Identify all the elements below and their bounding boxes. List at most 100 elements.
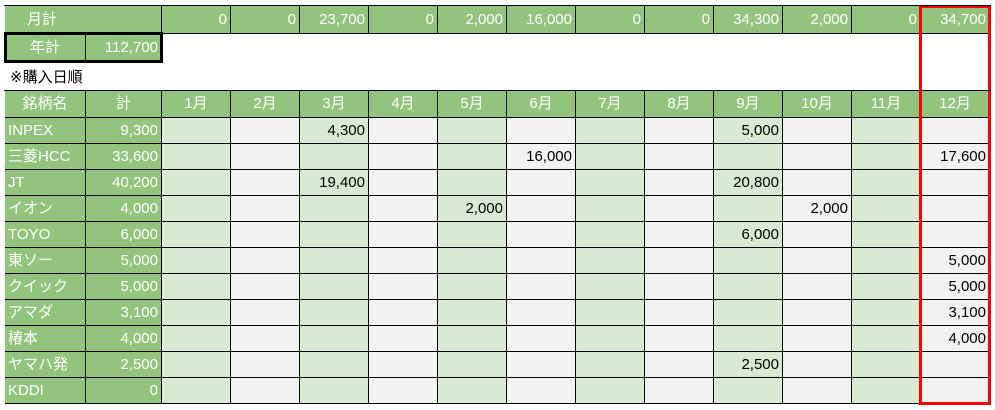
month-cell[interactable]: [576, 196, 645, 222]
annual-total-label[interactable]: 年計: [5, 34, 86, 62]
month-cell[interactable]: [921, 118, 990, 144]
annual-total-value[interactable]: 112,700: [86, 34, 162, 62]
month-cell[interactable]: [369, 118, 438, 144]
stock-name-cell[interactable]: イオン: [5, 196, 86, 222]
month-cell[interactable]: [852, 326, 921, 352]
column-header[interactable]: 7月: [576, 91, 645, 118]
monthly-total-cell[interactable]: 34,300: [714, 6, 783, 34]
stock-total-cell[interactable]: 40,200: [86, 170, 162, 196]
month-cell[interactable]: [162, 378, 231, 404]
column-header[interactable]: 計: [86, 91, 162, 118]
month-cell[interactable]: [162, 274, 231, 300]
month-cell[interactable]: [921, 170, 990, 196]
month-cell[interactable]: [645, 274, 714, 300]
month-cell[interactable]: [507, 378, 576, 404]
month-cell[interactable]: [783, 170, 852, 196]
month-cell[interactable]: [300, 248, 369, 274]
month-cell[interactable]: [507, 170, 576, 196]
month-cell[interactable]: 2,000: [438, 196, 507, 222]
stock-name-cell[interactable]: INPEX: [5, 118, 86, 144]
month-cell[interactable]: [231, 274, 300, 300]
month-cell[interactable]: [714, 378, 783, 404]
stock-total-cell[interactable]: 5,000: [86, 274, 162, 300]
stock-total-cell[interactable]: 4,000: [86, 196, 162, 222]
stock-name-cell[interactable]: 東ソー: [5, 248, 86, 274]
month-cell[interactable]: [852, 378, 921, 404]
month-cell[interactable]: [852, 274, 921, 300]
month-cell[interactable]: 19,400: [300, 170, 369, 196]
month-cell[interactable]: [507, 352, 576, 378]
stock-total-cell[interactable]: 9,300: [86, 118, 162, 144]
month-cell[interactable]: [852, 222, 921, 248]
monthly-total-cell[interactable]: 0: [231, 6, 300, 34]
month-cell[interactable]: 17,600: [921, 144, 990, 170]
month-cell[interactable]: [300, 326, 369, 352]
month-cell[interactable]: [783, 352, 852, 378]
stock-name-cell[interactable]: 三菱HCC: [5, 144, 86, 170]
month-cell[interactable]: [300, 274, 369, 300]
month-cell[interactable]: [783, 326, 852, 352]
column-header[interactable]: 9月: [714, 91, 783, 118]
month-cell[interactable]: [645, 300, 714, 326]
column-header[interactable]: 11月: [852, 91, 921, 118]
month-cell[interactable]: [162, 222, 231, 248]
month-cell[interactable]: [507, 274, 576, 300]
month-cell[interactable]: [369, 222, 438, 248]
monthly-total-cell[interactable]: 16,000: [507, 6, 576, 34]
month-cell[interactable]: 6,000: [714, 222, 783, 248]
month-cell[interactable]: 5,000: [714, 118, 783, 144]
stock-total-cell[interactable]: 6,000: [86, 222, 162, 248]
month-cell[interactable]: [438, 144, 507, 170]
column-header[interactable]: 5月: [438, 91, 507, 118]
month-cell[interactable]: [852, 144, 921, 170]
month-cell[interactable]: [231, 248, 300, 274]
column-header[interactable]: 銘柄名: [5, 91, 86, 118]
month-cell[interactable]: [783, 274, 852, 300]
month-cell[interactable]: [162, 118, 231, 144]
month-cell[interactable]: 5,000: [921, 274, 990, 300]
month-cell[interactable]: [645, 222, 714, 248]
month-cell[interactable]: [645, 118, 714, 144]
month-cell[interactable]: [645, 248, 714, 274]
monthly-total-cell[interactable]: 0: [162, 6, 231, 34]
month-cell[interactable]: [162, 170, 231, 196]
month-cell[interactable]: [714, 326, 783, 352]
month-cell[interactable]: [852, 352, 921, 378]
month-cell[interactable]: [162, 248, 231, 274]
month-cell[interactable]: [852, 300, 921, 326]
month-cell[interactable]: [369, 248, 438, 274]
column-header[interactable]: 6月: [507, 91, 576, 118]
column-header[interactable]: 2月: [231, 91, 300, 118]
month-cell[interactable]: [507, 196, 576, 222]
month-cell[interactable]: [645, 352, 714, 378]
month-cell[interactable]: [369, 326, 438, 352]
monthly-total-cell[interactable]: 34,700: [921, 6, 990, 34]
monthly-total-cell[interactable]: 2,000: [783, 6, 852, 34]
month-cell[interactable]: [576, 378, 645, 404]
month-cell[interactable]: [714, 144, 783, 170]
monthly-total-cell[interactable]: 0: [576, 6, 645, 34]
column-header[interactable]: 8月: [645, 91, 714, 118]
month-cell[interactable]: [921, 352, 990, 378]
month-cell[interactable]: [507, 248, 576, 274]
month-cell[interactable]: [852, 118, 921, 144]
column-header[interactable]: 3月: [300, 91, 369, 118]
month-cell[interactable]: 5,000: [921, 248, 990, 274]
month-cell[interactable]: [162, 326, 231, 352]
month-cell[interactable]: 20,800: [714, 170, 783, 196]
month-cell[interactable]: [852, 248, 921, 274]
month-cell[interactable]: [438, 352, 507, 378]
month-cell[interactable]: [507, 326, 576, 352]
month-cell[interactable]: [783, 378, 852, 404]
month-cell[interactable]: [645, 170, 714, 196]
stock-name-cell[interactable]: ヤマハ発: [5, 352, 86, 378]
monthly-total-cell[interactable]: 23,700: [300, 6, 369, 34]
month-cell[interactable]: [369, 378, 438, 404]
month-cell[interactable]: [438, 170, 507, 196]
month-cell[interactable]: [783, 300, 852, 326]
month-cell[interactable]: [576, 222, 645, 248]
month-cell[interactable]: [645, 144, 714, 170]
stock-name-cell[interactable]: TOYO: [5, 222, 86, 248]
month-cell[interactable]: [369, 170, 438, 196]
month-cell[interactable]: [645, 378, 714, 404]
